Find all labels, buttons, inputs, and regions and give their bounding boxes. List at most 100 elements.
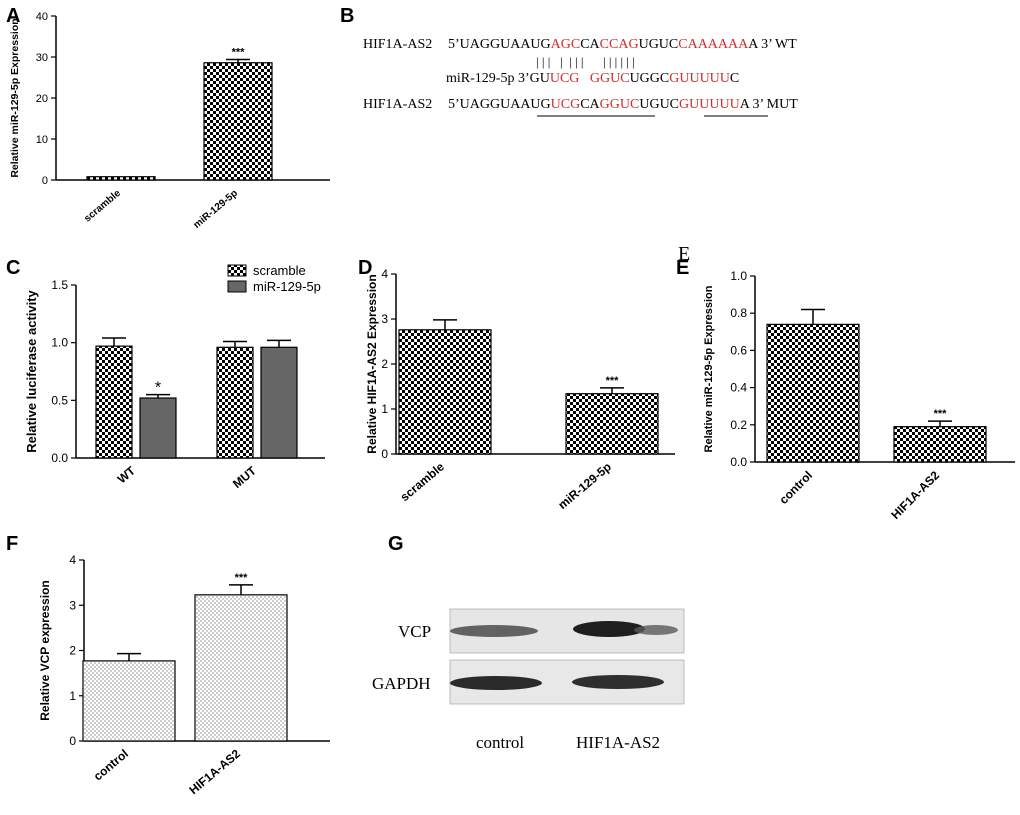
chart-f-xlabel-1: HIF1A-AS2 <box>186 746 243 797</box>
chart-f: 0 1 2 3 4 Relative VCP expression control *** HI… <box>38 553 330 797</box>
chart-c-bar-1-1 <box>260 346 298 459</box>
chart-c-bar-0-0 <box>95 345 133 459</box>
chart-c-bar-1-0 <box>216 346 254 459</box>
chart-c-xlabel-1: MUT <box>230 463 259 491</box>
chart-a-xlabel-0: scramble <box>82 188 123 225</box>
chart-d-xlabel-1: miR-129-5p <box>555 460 614 512</box>
mir-sequence: miR-129-5p 3’GUUCG GGUCUGGCGUUUUUC <box>446 71 739 86</box>
chart-d-bar-1 <box>565 393 659 455</box>
wt-label: HIF1A-AS2 <box>363 37 432 52</box>
chart-a-ytick-label-0: 0 <box>42 175 48 187</box>
wt-segment-5: CAAAAAA <box>678 37 749 52</box>
chart-c-xlabel-0: WT <box>115 463 139 486</box>
wt-segment-2: CA <box>580 37 600 52</box>
band-gapdh-control <box>450 676 542 690</box>
mut-segment-6: A 3’ MUT <box>740 97 799 112</box>
chart-a-ytick-label-4: 40 <box>36 11 48 23</box>
chart-e-bar-0 <box>766 323 860 463</box>
chart-c-ytick-label-1: 0.5 <box>51 393 68 407</box>
chart-e-bar-1 <box>893 426 987 463</box>
chart-c-y-label: Relative luciferase activity <box>24 289 39 452</box>
chart-d-y-label: Relative HIF1A-AS2 Expression <box>365 274 379 453</box>
mir-segment-4: UGGC <box>630 71 670 86</box>
wt-segment-1: AGC <box>551 37 581 52</box>
mut-segment-4: UGUC <box>639 97 679 112</box>
chart-e: 0.0 0.2 0.4 0.6 0.8 1.0 Relative miR-129-5p Ex… <box>703 269 1015 522</box>
chart-f-ytick-label-1: 1 <box>69 689 76 703</box>
chart-d-bar-0 <box>398 329 492 455</box>
mut-label: HIF1A-AS2 <box>363 97 432 112</box>
chart-f-ytick-label-0: 0 <box>69 734 76 748</box>
chart-c-ytick-label-3: 1.5 <box>51 278 68 292</box>
chart-f-bar-0 <box>82 660 176 742</box>
panel-letter-a: A <box>6 5 20 27</box>
chart-a-bar-0 <box>86 176 156 181</box>
chart-e-y-label: Relative miR-129-5p Expression <box>703 285 715 452</box>
chart-a-ytick-label-3: 30 <box>36 52 48 64</box>
chart-f-sig-1: *** <box>235 572 249 584</box>
chart-c-legend-swatch-0 <box>227 264 247 277</box>
band-vcp-hif1a-as2 <box>573 621 645 637</box>
chart-a-bar-1 <box>203 62 273 181</box>
pairing-bars: | | | | | | | | | | | | | <box>536 54 635 69</box>
mut-segment-2: CA <box>580 97 600 112</box>
panel-letter-e-stray: E <box>678 243 690 265</box>
chart-c-bar-0-1 <box>139 397 177 459</box>
mut-segment-0: 5’UAGGUAAUG <box>448 97 551 112</box>
chart-f-bar-1 <box>194 594 288 742</box>
chart-d-xlabel-0: scramble <box>398 459 448 504</box>
chart-c-legend-swatch-1 <box>227 280 247 293</box>
chart-e-xlabel-0: control <box>776 468 815 507</box>
wt-segment-0: 5’UAGGUAAUG <box>448 37 551 52</box>
blot-label-gapdh: GAPDH <box>372 674 431 693</box>
chart-e-ytick-label-0: 0.0 <box>730 455 747 469</box>
chart-a-ytick-label-2: 20 <box>36 93 48 105</box>
mir-segment-0: miR-129-5p 3’GU <box>446 71 550 86</box>
sequence-alignment: HIF1A-AS2 5’UAGGUAAUGAGCCACCAGUGUCCAAAAA… <box>363 37 798 117</box>
chart-c-legend-label-0: scramble <box>253 263 306 278</box>
mir-segment-1: UCG <box>550 71 580 86</box>
chart-c-legend-label-1: miR-129-5p <box>253 279 321 294</box>
chart-e-ytick-label-1: 0.2 <box>730 418 747 432</box>
chart-e-ytick-label-2: 0.4 <box>730 381 747 395</box>
chart-d-ytick-label-3: 3 <box>381 312 388 326</box>
blot-lane-hif1a-as2: HIF1A-AS2 <box>576 733 660 752</box>
blot-label-vcp: VCP <box>398 622 431 641</box>
chart-f-ytick-label-4: 4 <box>69 553 76 567</box>
chart-e-sig-1: *** <box>934 408 948 420</box>
chart-a-y-label: Relative miR-129-5p Expression <box>9 18 21 177</box>
mir-segment-3: GGUC <box>590 71 630 86</box>
mir-segment-5: GUUUUU <box>669 71 730 86</box>
chart-a-sig-1: *** <box>232 46 246 58</box>
chart-f-xlabel-0: control <box>91 747 131 784</box>
chart-e-ytick-label-5: 1.0 <box>730 269 747 283</box>
wt-segment-6: A 3’ WT <box>748 37 797 52</box>
mut-sequence: 5’UAGGUAAUGUCGCAGGUCUGUCGUUUUUA 3’ MUT <box>448 97 798 112</box>
wt-segment-3: CCAG <box>600 37 639 52</box>
panel-letter-f: F <box>6 533 18 555</box>
wt-segment-4: UGUC <box>639 37 679 52</box>
panel-letter-d: D <box>358 257 372 279</box>
band-vcp-hif1a-as2-tail <box>634 625 678 635</box>
chart-c-ytick-label-2: 1.0 <box>51 336 68 350</box>
chart-d-ytick-label-1: 1 <box>381 402 388 416</box>
panel-letter-c: C <box>6 257 20 279</box>
chart-e-ytick-label-3: 0.6 <box>730 343 747 357</box>
chart-d-ytick-label-4: 4 <box>381 267 388 281</box>
chart-d-ytick-label-2: 2 <box>381 357 388 371</box>
chart-d-sig-1: *** <box>606 375 620 387</box>
chart-a-xlabel-1: miR-129-5p <box>192 188 240 231</box>
chart-e-xlabel-1: HIF1A-AS2 <box>888 468 942 522</box>
chart-c: 0.0 0.5 1.0 1.5 Relative luciferase activity… <box>24 263 325 491</box>
panel-letter-e: E <box>676 257 689 279</box>
chart-c-ytick-label-0: 0.0 <box>51 451 68 465</box>
chart-a-ytick-label-1: 10 <box>36 134 48 146</box>
mut-segment-3: GGUC <box>600 97 640 112</box>
band-vcp-control <box>450 625 538 637</box>
panel-letter-g: G <box>388 533 404 555</box>
chart-c-sig-0-1: * <box>155 380 161 397</box>
panel-letter-b: B <box>340 5 354 27</box>
